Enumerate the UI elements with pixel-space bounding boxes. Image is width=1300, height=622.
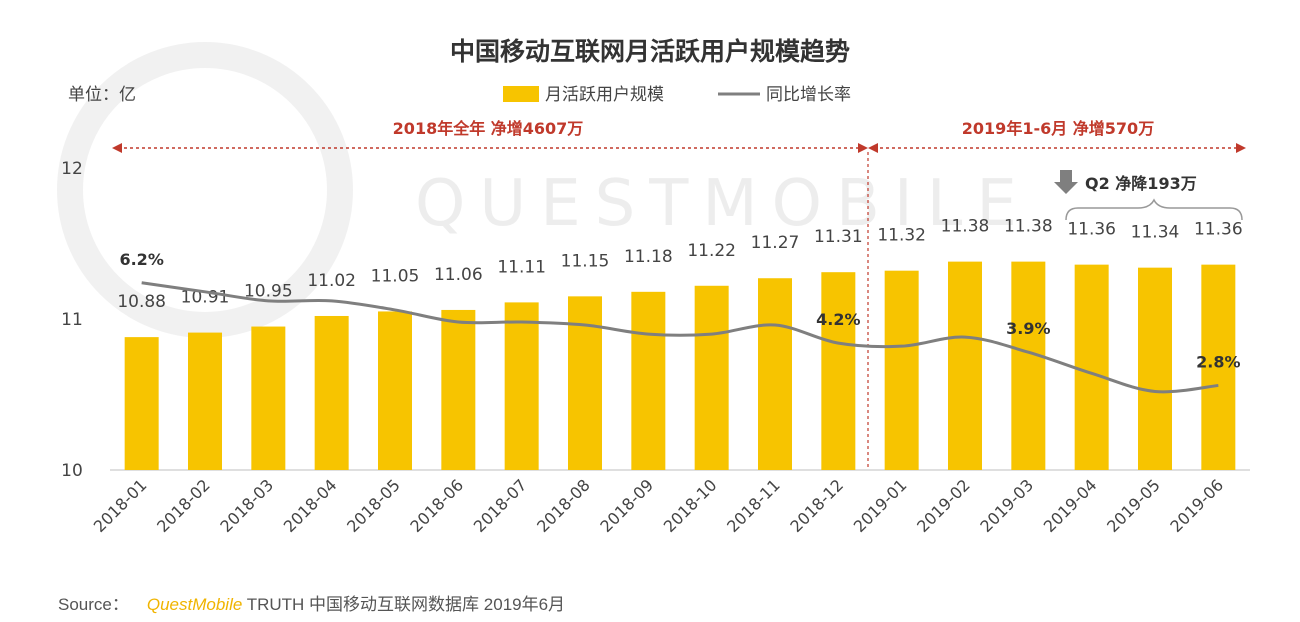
rate-labels: 6.2% 4.2% 3.9% 2.8% xyxy=(119,250,1240,372)
period-2018-arrow-right xyxy=(858,143,868,153)
period-2019-arrow-right xyxy=(1236,143,1246,153)
x-tick-2018-04: 2018-04 xyxy=(280,475,341,536)
value-label-2018-01: 10.88 xyxy=(117,292,166,312)
x-tick-2018-08: 2018-08 xyxy=(533,475,594,536)
x-tick-2018-01: 2018-01 xyxy=(90,475,151,536)
down-arrow-icon xyxy=(1054,170,1078,194)
value-label-2018-05: 11.05 xyxy=(371,266,420,286)
q2-brace xyxy=(1065,198,1243,221)
period-2018: 2018年全年 净增4607万 xyxy=(112,119,868,153)
bar-2019-03 xyxy=(1011,261,1046,470)
value-label-2019-01: 11.32 xyxy=(877,226,926,246)
bar-2019-02 xyxy=(948,261,982,470)
x-tick-2019-01: 2019-01 xyxy=(850,475,911,536)
value-label-2018-10: 11.22 xyxy=(687,241,736,261)
period-2019-arrow-left xyxy=(868,143,878,153)
bar-2018-05 xyxy=(378,311,412,470)
y-tick-label: 12 xyxy=(61,159,83,179)
q2-note-label: Q2 净降193万 xyxy=(1085,174,1197,193)
legend-bar-swatch xyxy=(503,86,539,102)
value-label-2018-11: 11.27 xyxy=(751,233,800,253)
y-tick-label: 11 xyxy=(61,310,83,330)
bar-2018-07 xyxy=(504,302,539,470)
bars xyxy=(124,261,1236,470)
value-label-2018-07: 11.11 xyxy=(497,257,546,277)
rate-label-2018-12: 4.2% xyxy=(816,310,860,329)
legend-line-label: 同比增长率 xyxy=(766,85,851,105)
rate-label-2019-03: 3.9% xyxy=(1006,319,1050,338)
value-label-2019-02: 11.38 xyxy=(941,217,990,237)
unit-label: 单位：亿 xyxy=(68,85,136,105)
x-tick-2018-09: 2018-09 xyxy=(596,475,657,536)
bar-2018-11 xyxy=(758,278,792,470)
value-label-2018-04: 11.02 xyxy=(307,271,356,291)
value-label-2018-08: 11.15 xyxy=(561,251,610,271)
value-label-2019-04: 11.36 xyxy=(1067,220,1116,240)
growth-rate-path xyxy=(141,281,1219,394)
period-2018-arrow-left xyxy=(112,143,122,153)
chart: QUESTMOBILE 中国移动互联网月活跃用户规模趋势 单位：亿 月活跃用户规… xyxy=(57,37,1250,536)
x-tick-2019-03: 2019-03 xyxy=(976,475,1037,536)
bar-2018-09 xyxy=(631,291,666,470)
value-label-2019-03: 11.38 xyxy=(1004,217,1053,237)
value-label-2019-06: 11.36 xyxy=(1194,220,1243,240)
x-tick-2019-05: 2019-05 xyxy=(1103,475,1164,536)
rate-label-2018-01: 6.2% xyxy=(119,250,163,269)
growth-rate-line xyxy=(141,281,1219,394)
x-tick-2018-11: 2018-11 xyxy=(723,475,784,536)
bar-2019-06 xyxy=(1201,264,1236,470)
x-tick-2018-06: 2018-06 xyxy=(406,475,467,536)
source-text: TRUTH 中国移动互联网数据库 2019年6月 xyxy=(246,595,566,614)
bar-2018-08 xyxy=(568,296,602,470)
bar-2018-01 xyxy=(124,337,159,470)
value-label-2019-05: 11.34 xyxy=(1131,223,1180,243)
period-2018-label: 2018年全年 净增4607万 xyxy=(393,119,584,138)
legend-bar-label: 月活跃用户规模 xyxy=(545,85,664,105)
source-note: Source： QuestMobile TRUTH 中国移动互联网数据库 2019… xyxy=(58,590,565,615)
value-label-2018-12: 11.31 xyxy=(814,227,863,247)
source-brand: QuestMobile xyxy=(146,595,243,614)
bar-2019-01 xyxy=(884,270,919,470)
bar-2019-05 xyxy=(1138,267,1172,470)
bar-2018-02 xyxy=(188,332,222,470)
bar-2018-06 xyxy=(441,309,476,470)
x-tick-2018-12: 2018-12 xyxy=(786,475,847,536)
watermark: QUESTMOBILE xyxy=(57,42,1031,338)
bar-2018-12 xyxy=(821,272,856,470)
value-label-2018-03: 10.95 xyxy=(244,282,293,302)
x-tick-2019-04: 2019-04 xyxy=(1040,475,1101,536)
source-label: Source： xyxy=(58,595,129,614)
x-tick-2019-06: 2019-06 xyxy=(1166,475,1227,536)
x-tick-2018-03: 2018-03 xyxy=(216,475,277,536)
bar-2018-10 xyxy=(694,285,729,470)
legend: 月活跃用户规模 同比增长率 xyxy=(503,85,851,105)
bar-2018-03 xyxy=(251,326,286,470)
period-2019: 2019年1-6月 净增570万 xyxy=(868,119,1246,153)
y-tick-label: 10 xyxy=(61,461,83,481)
bar-2019-04 xyxy=(1074,264,1109,470)
x-tick-2018-02: 2018-02 xyxy=(153,475,214,536)
chart-title: 中国移动互联网月活跃用户规模趋势 xyxy=(450,37,850,66)
rate-label-2019-06: 2.8% xyxy=(1196,352,1240,371)
x-ticks: 2018-01 2018-02 2018-03 2018-04 2018-05 2018-… xyxy=(90,475,1227,536)
x-tick-2019-02: 2019-02 xyxy=(913,475,974,536)
axes: 10 11 12 xyxy=(61,159,1250,481)
bar-2018-04 xyxy=(314,315,349,470)
period-2019-label: 2019年1-6月 净增570万 xyxy=(962,119,1154,138)
value-label-2018-06: 11.06 xyxy=(434,265,483,285)
q2-note: Q2 净降193万 xyxy=(1054,170,1243,221)
value-label-2018-09: 11.18 xyxy=(624,247,673,267)
x-tick-2018-07: 2018-07 xyxy=(470,475,531,536)
watermark-text: QUESTMOBILE xyxy=(415,167,1031,241)
x-tick-2018-10: 2018-10 xyxy=(660,475,721,536)
x-tick-2018-05: 2018-05 xyxy=(343,475,404,536)
watermark-logo xyxy=(57,42,353,338)
